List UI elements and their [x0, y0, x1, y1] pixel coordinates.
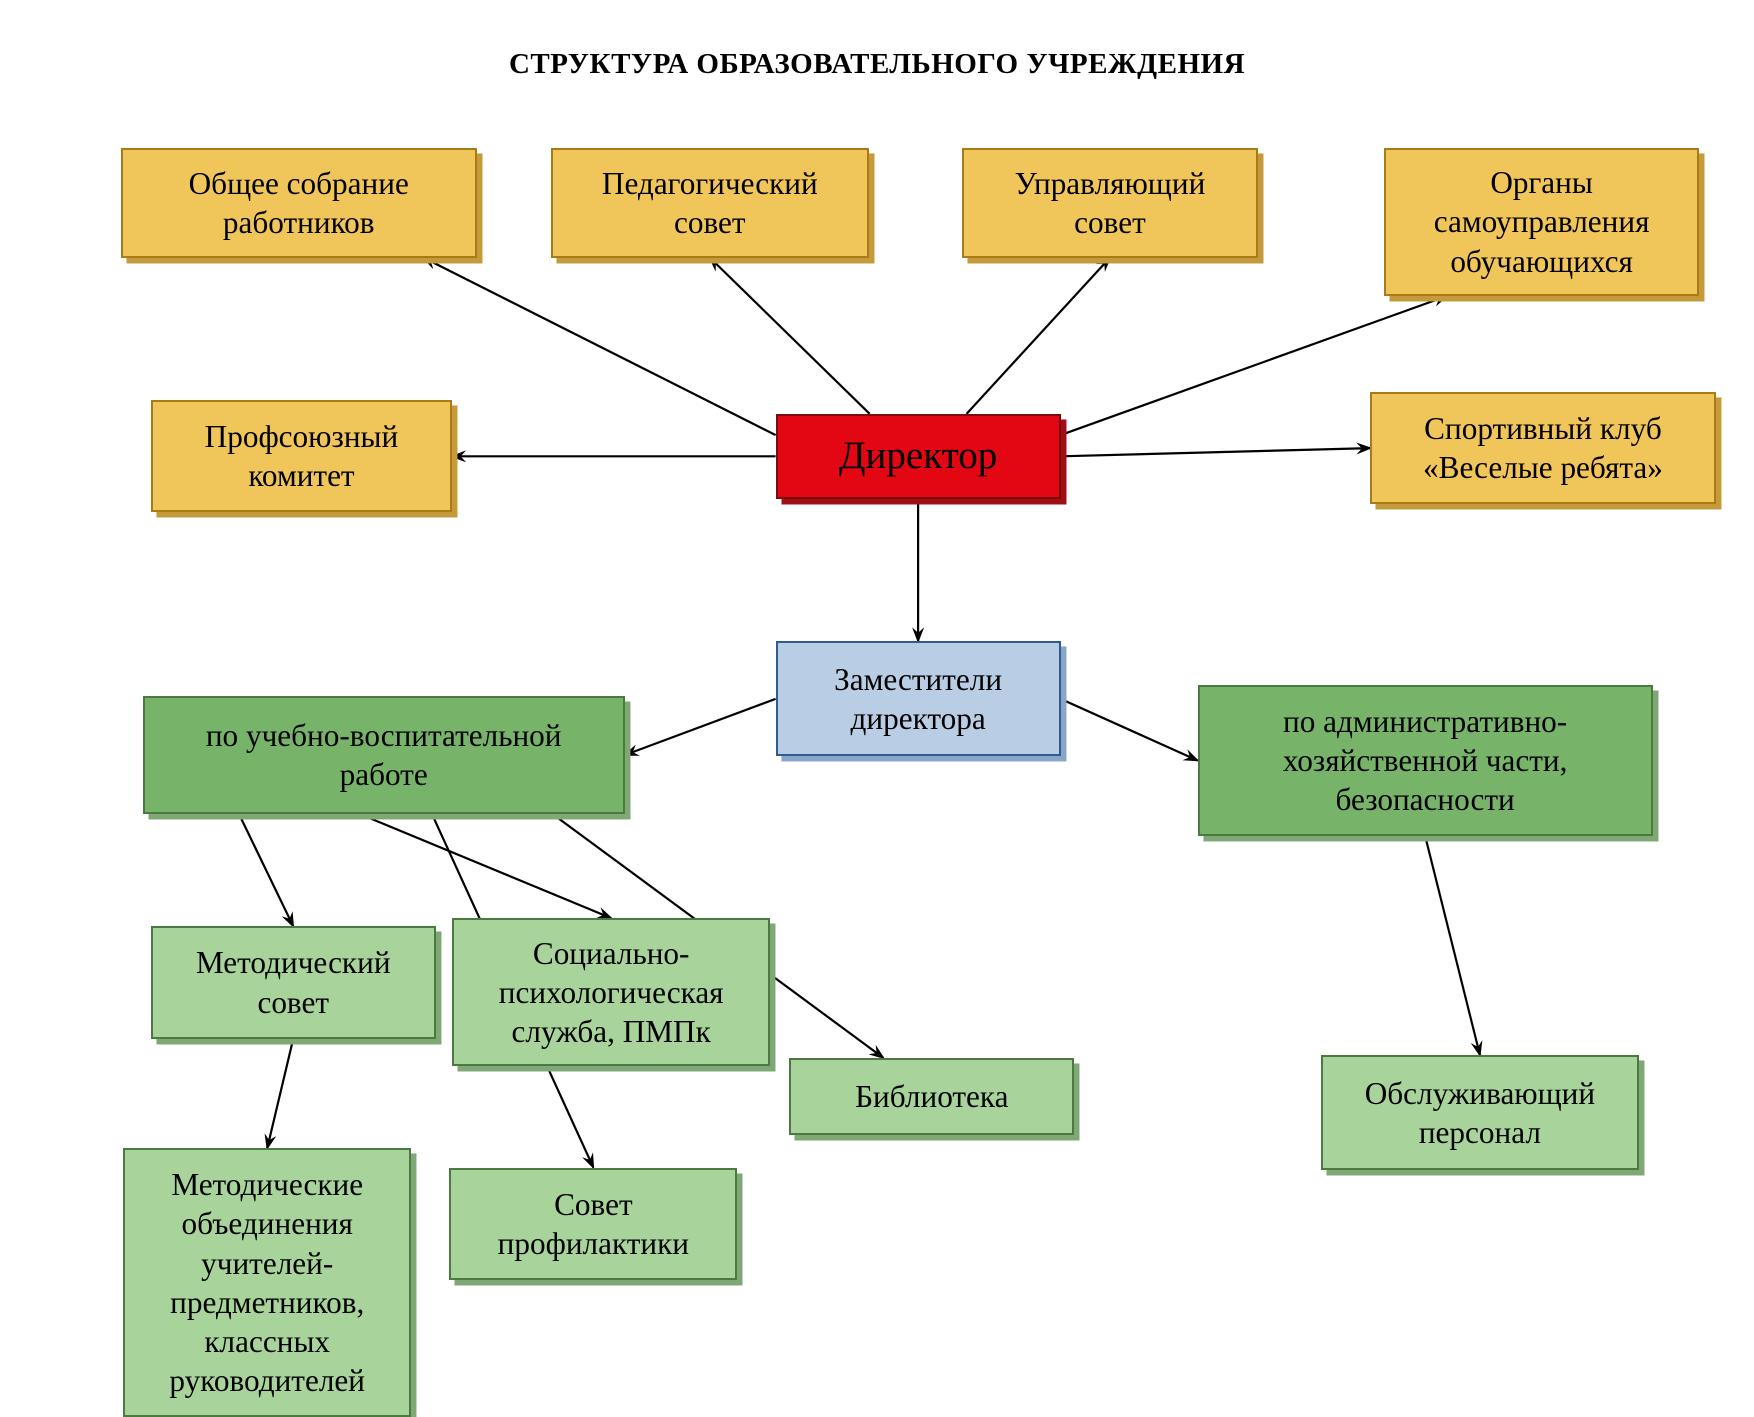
node-admin_work-label: по административно-хозяйственной части,б… — [1283, 702, 1568, 819]
node-soc_psych: Социально-психологическаяслужба, ПМПк — [452, 918, 770, 1066]
node-admin_work: по административно-хозяйственной части,б… — [1198, 685, 1653, 836]
node-library-label: Библиотека — [855, 1077, 1008, 1116]
node-sport_club: Спортивный клуб«Веселые ребята» — [1370, 392, 1715, 504]
node-director-label: Директор — [839, 432, 997, 481]
org-chart-canvas: СТРУКТУРА ОБРАЗОВАТЕЛЬНОГО УЧРЕЖДЕНИЯ Об… — [0, 0, 1754, 1240]
node-sport_club-label: Спортивный клуб«Веселые ребята» — [1423, 409, 1663, 487]
node-assembly-label: Общее собраниеработников — [189, 164, 409, 242]
node-method_council-label: Методическийсовет — [196, 943, 391, 1021]
edge-director-ped_council — [710, 258, 870, 414]
edge-deputies-edu_work — [625, 699, 776, 755]
edge-method_council-method_unions — [267, 1039, 293, 1149]
node-prevention-label: Советпрофилактики — [498, 1185, 689, 1263]
node-director: Директор — [776, 414, 1061, 499]
node-library: Библиотека — [789, 1058, 1074, 1135]
node-union-label: Профсоюзныйкомитет — [205, 417, 399, 495]
edge-edu_work-soc_psych — [360, 814, 612, 918]
edge-edu_work-method_council — [239, 814, 293, 926]
node-edu_work: по учебно-воспитательнойработе — [143, 696, 625, 814]
node-union: Профсоюзныйкомитет — [151, 400, 452, 512]
node-assembly: Общее собраниеработников — [121, 148, 477, 258]
node-method_unions-label: Методическиеобъединенияучителей-предметн… — [169, 1165, 365, 1399]
node-deputies-label: Заместителидиректора — [834, 660, 1002, 738]
node-edu_work-label: по учебно-воспитательнойработе — [206, 716, 562, 794]
node-soc_psych-label: Социально-психологическаяслужба, ПМПк — [499, 934, 724, 1051]
node-ped_council: Педагогическийсовет — [551, 148, 869, 258]
node-deputies: Заместителидиректора — [776, 641, 1061, 756]
edge-director-gov_council — [967, 258, 1110, 414]
node-self_gov-label: Органысамоуправленияобучающихся — [1434, 163, 1650, 280]
node-method_council: Методическийсовет — [151, 926, 436, 1038]
edge-director-assembly — [423, 258, 775, 435]
edge-director-sport_club — [1061, 448, 1371, 456]
page-title: СТРУКТУРА ОБРАЗОВАТЕЛЬНОГО УЧРЕЖДЕНИЯ — [0, 48, 1754, 81]
node-gov_council-label: Управляющийсовет — [1015, 164, 1206, 242]
node-service_staff-label: Обслуживающийперсонал — [1365, 1074, 1595, 1152]
node-gov_council: Управляющийсовет — [962, 148, 1258, 258]
node-service_staff: Обслуживающийперсонал — [1321, 1055, 1639, 1170]
node-self_gov: Органысамоуправленияобучающихся — [1384, 148, 1699, 296]
node-prevention: Советпрофилактики — [449, 1168, 737, 1280]
edge-deputies-admin_work — [1061, 699, 1198, 761]
edge-admin_work-service_staff — [1425, 836, 1480, 1055]
node-method_unions: Методическиеобъединенияучителей-предметн… — [123, 1148, 411, 1417]
node-ped_council-label: Педагогическийсовет — [602, 164, 818, 242]
